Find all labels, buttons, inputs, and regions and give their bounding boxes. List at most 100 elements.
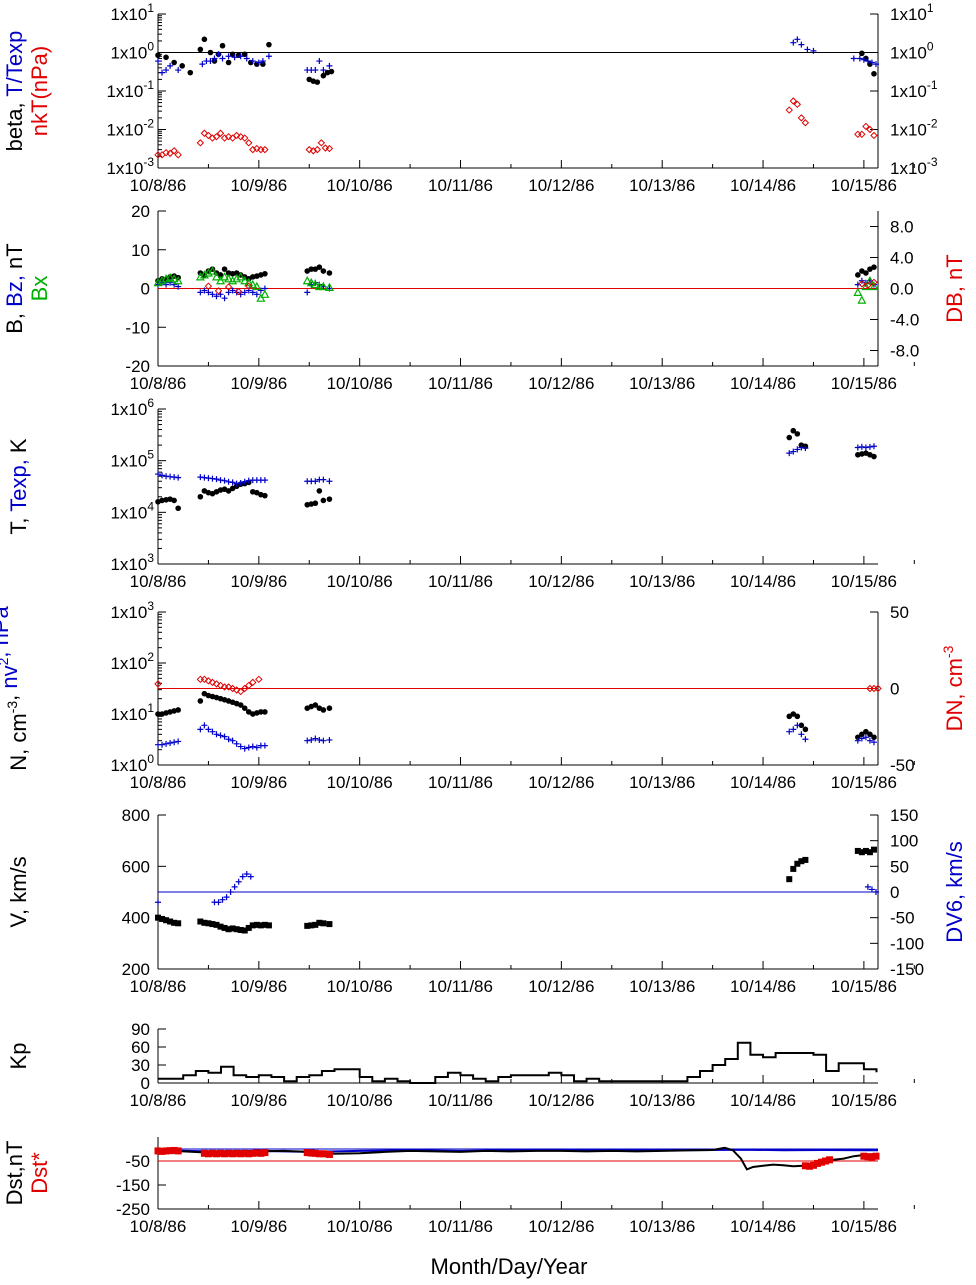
data-point <box>215 51 222 58</box>
data-point <box>319 1150 327 1158</box>
data-point <box>155 58 161 65</box>
data-point <box>862 444 869 451</box>
data-point <box>326 736 333 743</box>
data-point <box>304 922 311 929</box>
data-point <box>212 680 221 688</box>
data-point <box>216 129 225 137</box>
data-point <box>304 737 311 744</box>
data-point <box>169 274 179 283</box>
panel-velocity: 10/8/86 10/9/86 10/10/86 10/11/86 10/12/86 10… <box>6 806 967 996</box>
data-point <box>854 847 861 854</box>
x-tick-label: 10/13/86 <box>629 773 695 792</box>
data-point <box>798 731 805 738</box>
data-point <box>794 446 801 453</box>
y-tick-label: 1x101 <box>110 1 154 24</box>
data-point <box>868 1153 876 1161</box>
data-point <box>245 282 253 290</box>
data-point <box>175 707 181 713</box>
data-point <box>256 293 266 302</box>
data-point <box>249 743 256 750</box>
data-point <box>200 675 209 684</box>
x-axis-title: Month/Day/Year <box>430 1254 588 1279</box>
data-point <box>158 151 166 159</box>
y-tick-label: 1x100 <box>110 752 154 775</box>
data-point <box>221 266 228 272</box>
data-point <box>154 1147 162 1155</box>
data-point <box>233 1149 241 1157</box>
x-tick-label: 10/13/86 <box>629 1091 695 1110</box>
data-point <box>312 67 319 74</box>
y-tick-label: 1x104 <box>110 499 154 522</box>
right-tick-label: 0.0 <box>890 280 914 299</box>
data-point <box>171 59 177 66</box>
data-point <box>167 918 174 925</box>
data-point <box>260 289 270 298</box>
data-point <box>261 145 269 154</box>
right-tick-label: 50 <box>890 857 909 876</box>
x-tick-label: 10/15/86 <box>831 977 897 996</box>
data-point <box>249 1149 257 1157</box>
data-point <box>810 47 817 54</box>
data-point <box>239 873 246 880</box>
right-tick-label: 0 <box>890 883 899 902</box>
data-point <box>858 280 866 288</box>
x-tick-label: 10/8/86 <box>130 977 187 996</box>
data-point <box>166 1147 174 1155</box>
data-point <box>217 732 224 739</box>
data-point <box>174 1147 182 1155</box>
data-point <box>854 444 861 451</box>
data-point <box>793 100 802 109</box>
data-point <box>326 270 333 276</box>
y-axis-label-secondary: Dst* <box>27 1152 52 1194</box>
y-tick-label: 1x105 <box>110 448 154 471</box>
data-point <box>320 737 327 744</box>
data-point <box>316 919 323 926</box>
right-tick-label: 1x10-1 <box>890 78 938 101</box>
data-point <box>868 59 875 66</box>
data-point <box>215 899 222 906</box>
data-point <box>241 478 248 485</box>
y-tick-label: 30 <box>131 1056 150 1075</box>
data-point <box>237 926 244 933</box>
right-tick-label: 0 <box>890 680 899 699</box>
data-point <box>858 735 865 742</box>
y-tick-label: 1x106 <box>110 396 154 419</box>
data-point <box>249 678 257 687</box>
data-point <box>201 36 208 43</box>
x-tick-label: 10/10/86 <box>327 374 393 393</box>
data-point <box>326 62 333 69</box>
data-point <box>216 275 226 285</box>
y-tick-label: -50 <box>125 1152 150 1171</box>
data-point <box>163 54 169 61</box>
data-point <box>794 431 801 437</box>
data-point <box>325 144 334 153</box>
data-point <box>789 97 798 105</box>
data-point <box>241 1149 249 1157</box>
panel-dst: 10/8/86 10/9/86 10/10/86 10/11/86 10/12/86 10… <box>2 1137 915 1236</box>
data-point <box>232 686 241 694</box>
data-point <box>228 684 237 693</box>
data-point <box>316 488 323 494</box>
data-point <box>257 1149 265 1157</box>
data-point <box>325 1151 333 1159</box>
right-axis-label: DV6, km/s <box>942 841 967 942</box>
right-tick-label: -150 <box>890 960 924 979</box>
data-point <box>225 488 232 494</box>
data-point <box>798 444 805 451</box>
data-point <box>862 734 869 741</box>
data-point <box>258 709 264 715</box>
data-point <box>171 739 178 746</box>
x-tick-label: 10/10/86 <box>327 1217 393 1236</box>
data-point <box>171 497 177 504</box>
data-point <box>859 731 865 738</box>
right-tick-label: -4.0 <box>890 311 919 330</box>
data-point <box>316 58 323 65</box>
data-point <box>861 281 871 291</box>
x-tick-label: 10/8/86 <box>130 572 187 591</box>
data-point <box>241 289 248 296</box>
x-tick-label: 10/12/86 <box>528 176 594 195</box>
data-point <box>320 497 327 504</box>
data-point <box>864 1153 872 1161</box>
data-point <box>871 453 877 460</box>
